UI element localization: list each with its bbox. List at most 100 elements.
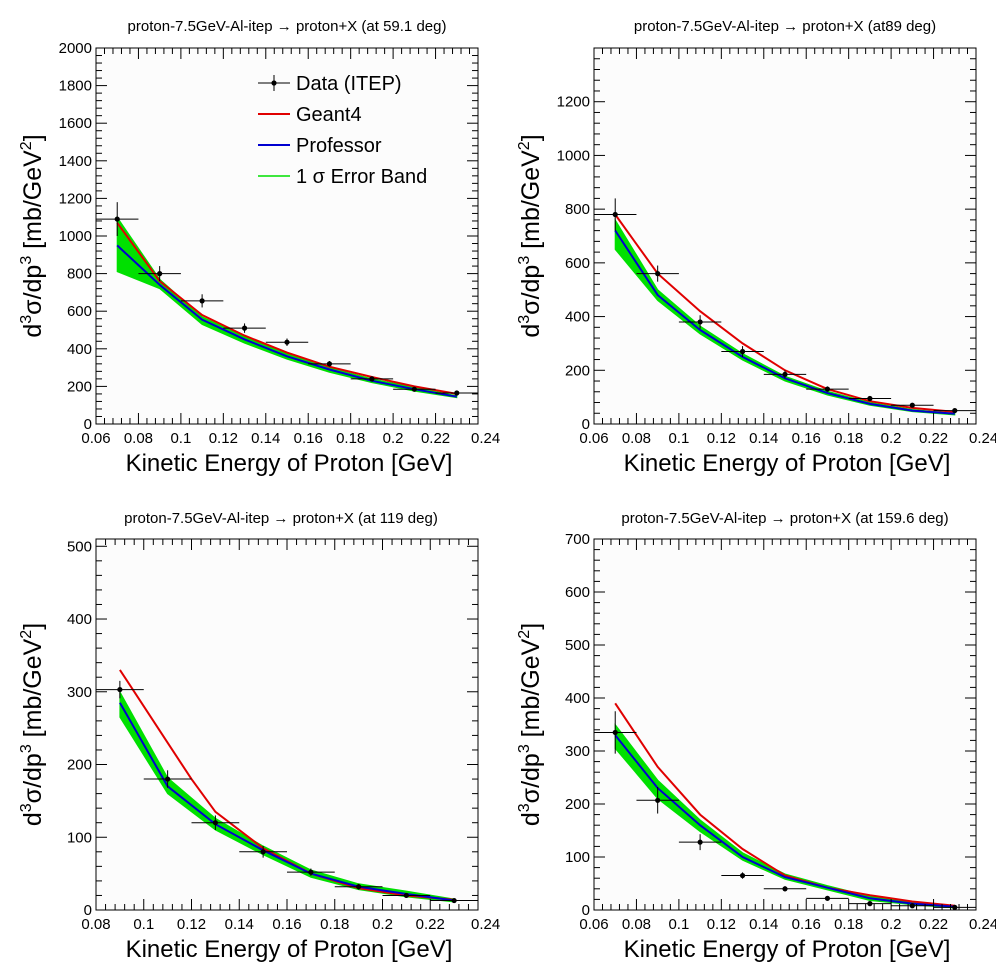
panel-4: proton-7.5GeV-Al-itep → proton+X (at 159… bbox=[516, 510, 996, 963]
data-point bbox=[933, 407, 976, 414]
data-marker bbox=[403, 892, 409, 899]
y-tick-label: 300 bbox=[565, 743, 590, 760]
legend-label: Professor bbox=[296, 135, 382, 157]
data-marker bbox=[867, 395, 873, 402]
legend-label: Geant4 bbox=[296, 104, 362, 126]
x-tick-label: 0.1 bbox=[668, 430, 689, 447]
data-point bbox=[191, 815, 240, 830]
x-tick-label: 0.2 bbox=[881, 916, 902, 933]
y-axis-label: d3σ/dp3 [mb/GeV2] bbox=[18, 623, 47, 826]
data-marker bbox=[199, 298, 205, 304]
data-marker bbox=[308, 869, 314, 875]
x-tick-label: 0.16 bbox=[294, 430, 323, 447]
y-tick-label: 0 bbox=[84, 416, 92, 433]
x-tick-label: 0.14 bbox=[251, 430, 280, 447]
geant4-curve bbox=[119, 669, 455, 901]
x-tick-label: 0.06 bbox=[579, 430, 608, 447]
data-point bbox=[287, 868, 335, 876]
x-tick-label: 0.12 bbox=[177, 916, 206, 933]
data-marker bbox=[739, 348, 746, 355]
data-point bbox=[350, 376, 394, 382]
data-marker bbox=[867, 901, 873, 907]
y-tick-label: 800 bbox=[565, 201, 590, 218]
data-point bbox=[678, 315, 722, 329]
y-tick-label: 400 bbox=[67, 341, 92, 358]
data-marker bbox=[824, 386, 831, 392]
data-marker bbox=[952, 407, 958, 414]
panel-3: proton-7.5GeV-Al-itep → proton+X (at 119… bbox=[18, 510, 500, 963]
data-marker bbox=[326, 361, 333, 367]
data-marker bbox=[952, 904, 958, 910]
plot-area bbox=[594, 48, 976, 424]
legend-entry: Geant4 bbox=[258, 104, 362, 126]
data-point bbox=[678, 834, 722, 851]
y-tick-label: 1600 bbox=[59, 115, 92, 132]
data-marker bbox=[612, 211, 618, 218]
plot-area bbox=[594, 539, 976, 910]
y-tick-label: 200 bbox=[565, 796, 590, 813]
x-tick-label: 0.1 bbox=[668, 916, 689, 933]
x-axis-label: Kinetic Energy of Proton [GeV] bbox=[624, 936, 951, 963]
x-tick-label: 0.18 bbox=[834, 916, 863, 933]
data-point bbox=[763, 886, 807, 892]
y-tick-label: 700 bbox=[565, 531, 590, 548]
y-tick-label: 1000 bbox=[59, 228, 92, 245]
chart-title: proton-7.5GeV-Al-itep → proton+X (at 119… bbox=[124, 510, 438, 527]
x-tick-label: 0.08 bbox=[622, 430, 651, 447]
legend-label: 1 σ Error Band bbox=[296, 166, 427, 188]
data-marker bbox=[157, 271, 163, 277]
plot-frame bbox=[593, 47, 977, 425]
x-tick-label: 0.12 bbox=[209, 430, 238, 447]
y-tick-label: 1800 bbox=[59, 78, 92, 95]
data-marker bbox=[655, 797, 661, 803]
plot-content bbox=[594, 702, 976, 910]
y-tick-label: 200 bbox=[67, 757, 92, 774]
plot-content bbox=[96, 202, 478, 399]
legend-label: Data (ITEP) bbox=[296, 73, 402, 95]
data-point bbox=[334, 883, 383, 890]
x-tick-label: 0.22 bbox=[919, 430, 948, 447]
x-tick-label: 0.08 bbox=[124, 430, 153, 447]
geant4-curve bbox=[116, 222, 457, 395]
y-tick-label: 500 bbox=[565, 637, 590, 654]
x-tick-label: 0.18 bbox=[320, 916, 349, 933]
x-tick-label: 0.14 bbox=[749, 430, 778, 447]
y-tick-label: 1200 bbox=[557, 94, 590, 111]
y-tick-label: 100 bbox=[67, 829, 92, 846]
x-tick-label: 0.14 bbox=[749, 916, 778, 933]
chart-title: proton-7.5GeV-Al-itep → proton+X (at 159… bbox=[621, 510, 948, 527]
data-point bbox=[223, 323, 266, 333]
y-tick-label: 0 bbox=[582, 902, 590, 919]
x-tick-label: 0.1 bbox=[170, 430, 191, 447]
data-point bbox=[763, 370, 807, 379]
data-point bbox=[848, 395, 892, 402]
x-tick-label: 0.18 bbox=[834, 430, 863, 447]
data-marker bbox=[612, 729, 618, 736]
x-axis-label: Kinetic Energy of Proton [GeV] bbox=[624, 450, 951, 477]
y-tick-label: 600 bbox=[565, 584, 590, 601]
legend-entry: Professor bbox=[258, 135, 382, 157]
data-point bbox=[721, 872, 764, 879]
chart-title: proton-7.5GeV-Al-itep → proton+X (at89 d… bbox=[634, 18, 936, 35]
data-point bbox=[143, 770, 192, 788]
data-marker bbox=[782, 886, 788, 892]
data-marker bbox=[411, 386, 417, 392]
data-marker bbox=[284, 339, 290, 345]
y-tick-label: 0 bbox=[582, 416, 590, 433]
x-tick-label: 0.2 bbox=[383, 430, 404, 447]
panel-1: proton-7.5GeV-Al-itep → proton+X (at 59.… bbox=[18, 18, 500, 477]
plot-area bbox=[96, 539, 478, 910]
y-tick-label: 0 bbox=[84, 902, 92, 919]
data-point bbox=[393, 386, 436, 392]
x-tick-label: 0.24 bbox=[471, 916, 500, 933]
plot-area bbox=[96, 48, 478, 424]
data-marker bbox=[451, 897, 457, 904]
y-tick-label: 400 bbox=[565, 690, 590, 707]
y-tick-label: 200 bbox=[565, 362, 590, 379]
x-tick-label: 0.2 bbox=[372, 916, 393, 933]
y-tick-label: 300 bbox=[67, 684, 92, 701]
data-point bbox=[382, 892, 431, 899]
data-marker bbox=[782, 371, 788, 377]
data-marker bbox=[697, 839, 703, 845]
data-point bbox=[806, 895, 849, 901]
